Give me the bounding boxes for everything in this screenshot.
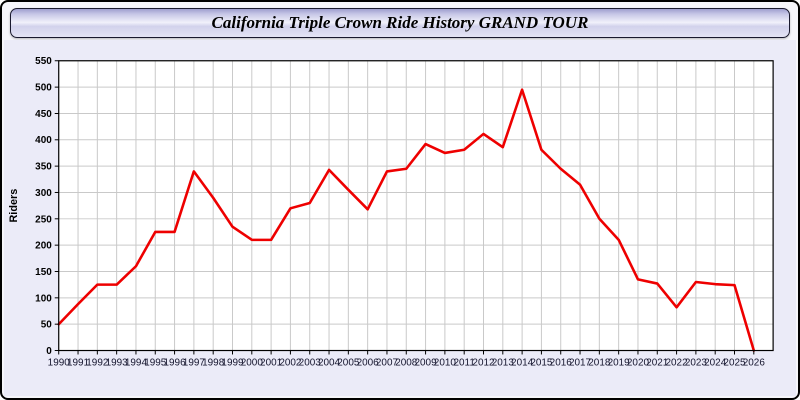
x-tick-label: 2021	[646, 357, 669, 368]
x-tick-label: 1991	[67, 357, 90, 368]
y-tick-label: 200	[35, 241, 52, 252]
y-tick-label: 250	[35, 214, 52, 225]
x-tick-label: 1997	[183, 357, 206, 368]
x-tick-label: 2017	[569, 357, 592, 368]
y-tick-label: 350	[35, 162, 52, 173]
plot-area	[58, 60, 774, 351]
x-tick-label: 2005	[337, 357, 360, 368]
y-tick-label: 450	[35, 109, 52, 120]
x-tick-label: 2009	[415, 357, 438, 368]
x-tick-label: 2013	[492, 357, 515, 368]
y-tick-label: 500	[35, 83, 52, 94]
x-tick-label: 2010	[434, 357, 457, 368]
x-tick-label: 2019	[608, 357, 631, 368]
x-tick-label: 2006	[357, 357, 380, 368]
y-tick-label: 150	[35, 267, 52, 278]
y-tick-label: 400	[35, 135, 52, 146]
x-tick-label: 2015	[530, 357, 553, 368]
x-tick-label: 2003	[299, 357, 322, 368]
x-tick-label: 2016	[550, 357, 573, 368]
x-tick-label: 2020	[627, 357, 650, 368]
chart-title: California Triple Crown Ride History GRA…	[211, 13, 589, 32]
x-tick-label: 1998	[202, 357, 225, 368]
x-tick-label: 2008	[395, 357, 418, 368]
y-axis-title: Riders	[8, 189, 20, 223]
x-tick-label: 1993	[106, 357, 129, 368]
x-tick-label: 1990	[48, 357, 71, 368]
chart-region: 0 50 100 150 200 250 300 350 400 450 500 550 1990 199…	[4, 40, 796, 396]
x-tick-label: 2000	[241, 357, 264, 368]
x-tick-label: 2011	[454, 357, 476, 368]
y-tick-label: 550	[35, 56, 52, 67]
y-tick-label: 50	[41, 320, 53, 331]
riders-line-chart: 0501001502002503003504004505005501990199…	[8, 56, 774, 368]
x-tick-label: 2023	[685, 357, 708, 368]
x-tick-label: 2018	[588, 357, 611, 368]
x-tick-label: 2024	[704, 357, 727, 368]
x-tick-label: 2001	[260, 357, 283, 368]
x-tick-label: 1992	[86, 357, 109, 368]
x-tick-label: 2004	[318, 357, 341, 368]
y-tick-label: 300	[35, 188, 52, 199]
x-tick-label: 1995	[144, 357, 167, 368]
riders-series-line	[57, 88, 756, 352]
x-tick-label: 2012	[472, 357, 495, 368]
x-tick-label: 2025	[723, 357, 746, 368]
x-tick-label: 2014	[511, 357, 534, 368]
x-tick-label: 2007	[376, 357, 399, 368]
y-tick-label: 100	[35, 293, 52, 304]
chart-title-bar: California Triple Crown Ride History GRA…	[10, 8, 790, 38]
x-tick-label: 2026	[743, 357, 766, 368]
x-tick-label: 2022	[666, 357, 689, 368]
x-tick-label: 1996	[164, 357, 187, 368]
plot-border	[58, 60, 774, 352]
x-tick-label: 2002	[279, 357, 302, 368]
x-tick-label: 1999	[221, 357, 244, 368]
x-tick-label: 1994	[125, 357, 148, 368]
y-tick-label: 0	[46, 346, 52, 357]
